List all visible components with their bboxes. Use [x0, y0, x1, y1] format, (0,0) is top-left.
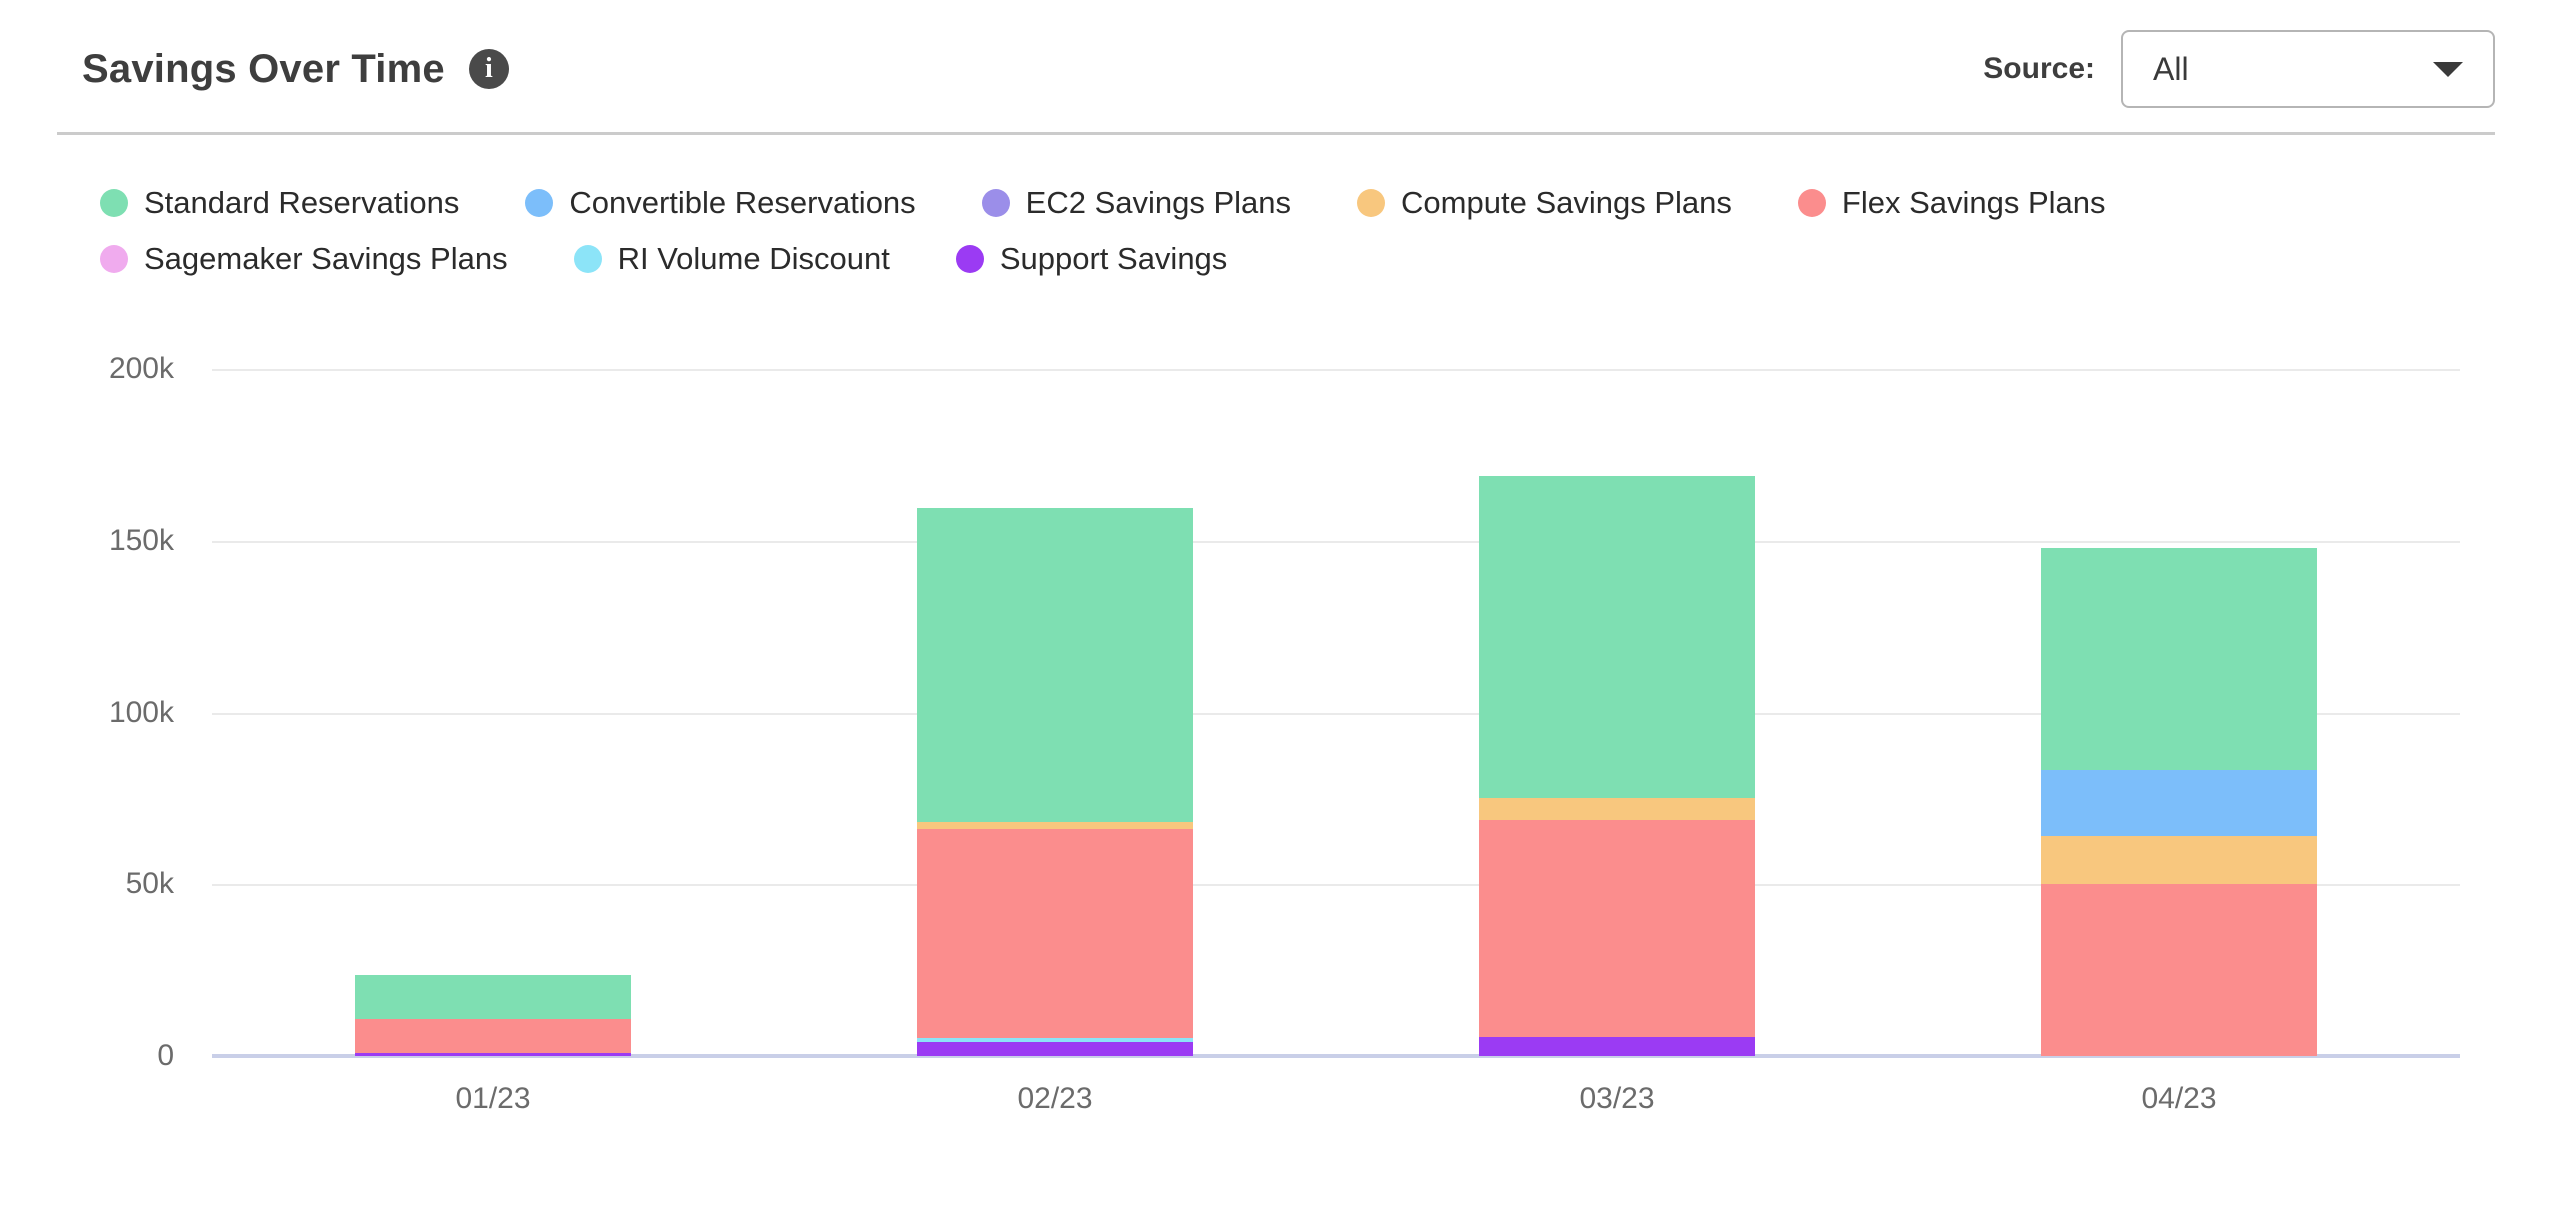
- legend-swatch-icon: [1357, 189, 1386, 217]
- card-header: Savings Over Time i Source: All: [57, 0, 2495, 135]
- legend-item-convertible-reservations[interactable]: Convertible Reservations: [525, 185, 916, 221]
- info-icon[interactable]: i: [468, 49, 509, 89]
- bar-slot-03-23: [1336, 369, 1898, 1056]
- bar-slot-01-23: [212, 369, 774, 1056]
- legend-item-flex-savings-plans[interactable]: Flex Savings Plans: [1797, 185, 2106, 221]
- source-dropdown[interactable]: All: [2121, 30, 2495, 108]
- bar-segment-flex-savings-plans[interactable]: [355, 1018, 631, 1053]
- bar-slot-04-23: [1898, 369, 2460, 1056]
- bar-segment-compute-savings-plans[interactable]: [2041, 836, 2317, 885]
- bar-segment-convertible-reservations[interactable]: [2041, 769, 2317, 837]
- stacked-bar-04-23: [2041, 548, 2317, 1056]
- source-label: Source:: [1983, 52, 2095, 85]
- stacked-bar-03-23: [1479, 476, 1755, 1056]
- x-axis: 01/23 02/23 03/23 04/23: [212, 1082, 2460, 1116]
- bar-segment-standard-reservations[interactable]: [1479, 476, 1755, 799]
- legend-item-support-savings[interactable]: Support Savings: [955, 241, 1228, 277]
- legend-row: Standard Reservations Convertible Reserva…: [100, 185, 2502, 221]
- stacked-bar-01-23: [355, 974, 631, 1056]
- gridline: [212, 884, 2460, 887]
- legend-swatch-icon: [100, 245, 128, 273]
- legend-label: RI Volume Discount: [617, 241, 890, 276]
- bar-slot-02-23: [774, 369, 1336, 1056]
- x-tick-label: 01/23: [455, 1082, 531, 1115]
- bar-segment-standard-reservations[interactable]: [355, 974, 631, 1019]
- page-title: Savings Over Time: [82, 46, 445, 91]
- y-tick-label: 50k: [125, 867, 174, 901]
- bar-segment-compute-savings-plans[interactable]: [917, 821, 1193, 829]
- legend-swatch-icon: [1797, 189, 1826, 217]
- source-dropdown-value: All: [2153, 50, 2189, 87]
- y-tick-label: 200k: [108, 352, 174, 385]
- chart-legend: Standard Reservations Convertible Reserva…: [100, 185, 2502, 277]
- legend-label: Convertible Reservations: [569, 185, 916, 220]
- x-tick-label: 02/23: [1017, 1082, 1093, 1115]
- legend-swatch-icon: [573, 245, 602, 273]
- x-tick-label: 04/23: [2141, 1082, 2217, 1115]
- legend-item-sagemaker-savings-plans[interactable]: Sagemaker Savings Plans: [100, 241, 508, 277]
- bar-segment-support-savings[interactable]: [355, 1052, 631, 1056]
- plot-area: 200k 150k 100k 50k 0: [109, 352, 2460, 1072]
- legend-label: EC2 Savings Plans: [1025, 185, 1292, 220]
- legend-swatch-icon: [100, 189, 128, 217]
- stacked-bar-02-23: [917, 507, 1193, 1056]
- bar-segment-standard-reservations[interactable]: [917, 507, 1193, 822]
- legend-label: Support Savings: [999, 241, 1228, 276]
- legend-swatch-icon: [981, 189, 1010, 217]
- bar-segment-standard-reservations[interactable]: [2041, 548, 2317, 770]
- source-filter: Source: All: [1983, 30, 2495, 108]
- savings-chart: 200k 150k 100k 50k 0 01/23 02/23 03/23 04/23: [0, 352, 2562, 1116]
- bar-segment-support-savings[interactable]: [1479, 1037, 1755, 1056]
- legend-item-ec2-savings-plans[interactable]: EC2 Savings Plans: [981, 185, 1292, 221]
- bar-segment-ri-volume-discount[interactable]: [917, 1038, 1193, 1042]
- legend-label: Sagemaker Savings Plans: [144, 241, 508, 276]
- x-tick-label: 03/23: [1579, 1082, 1655, 1115]
- legend-item-ri-volume-discount[interactable]: RI Volume Discount: [573, 241, 890, 277]
- legend-item-compute-savings-plans[interactable]: Compute Savings Plans: [1357, 185, 1732, 221]
- gridline: [212, 369, 2460, 371]
- chevron-down-icon: [2433, 61, 2463, 77]
- bar-segment-flex-savings-plans[interactable]: [1479, 820, 1755, 1038]
- title-wrap: Savings Over Time i: [57, 47, 509, 92]
- legend-swatch-icon: [955, 245, 984, 273]
- legend-label: Flex Savings Plans: [1841, 185, 2106, 220]
- bar-segment-flex-savings-plans[interactable]: [2041, 884, 2317, 1056]
- legend-label: Standard Reservations: [144, 185, 460, 220]
- legend-item-standard-reservations[interactable]: Standard Reservations: [100, 185, 459, 221]
- legend-swatch-icon: [525, 189, 554, 217]
- legend-row: Sagemaker Savings Plans RI Volume Discoun…: [100, 241, 2502, 277]
- y-tick-label: 150k: [108, 523, 174, 557]
- bar-segment-compute-savings-plans[interactable]: [1479, 798, 1755, 821]
- gridline: [212, 540, 2460, 543]
- gridline: [212, 712, 2460, 715]
- bar-segment-flex-savings-plans[interactable]: [917, 828, 1193, 1039]
- y-tick-label: 100k: [108, 695, 174, 729]
- x-axis-line: [212, 1054, 2460, 1058]
- y-tick-label: 0: [157, 1039, 174, 1072]
- bar-segment-support-savings[interactable]: [917, 1041, 1193, 1056]
- legend-label: Compute Savings Plans: [1401, 185, 1732, 220]
